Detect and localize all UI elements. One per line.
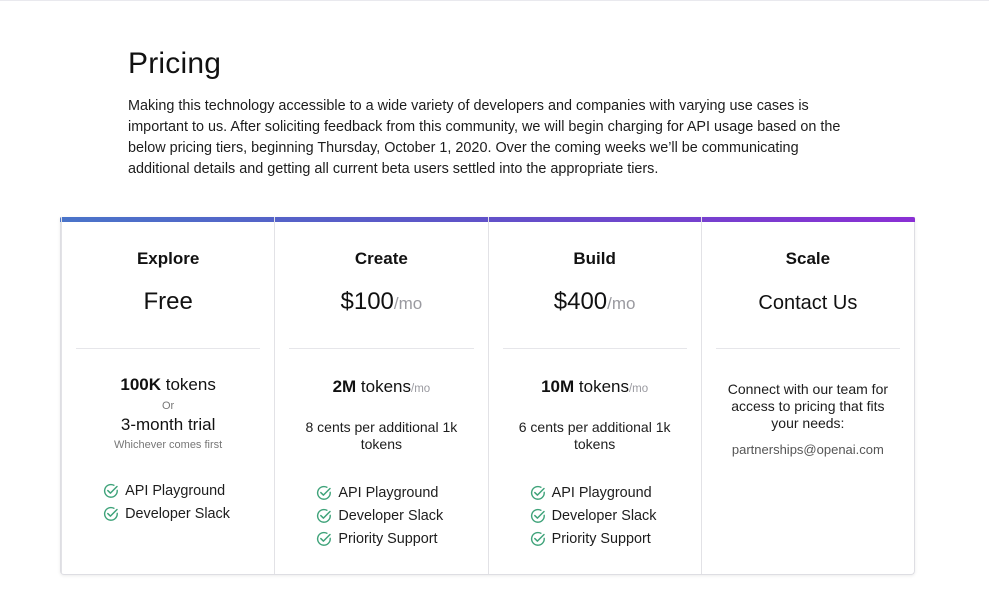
- tier-name: Build: [573, 249, 616, 268]
- scale-description: Connect with our team for access to pric…: [727, 381, 889, 431]
- tokens-word: tokens: [161, 375, 216, 394]
- price-unit: /mo: [607, 294, 636, 313]
- feature-item: Developer Slack: [489, 504, 701, 527]
- tier-price: $400/mo: [489, 288, 701, 316]
- feature-item: Priority Support: [489, 527, 701, 550]
- tokens-word: tokens: [574, 377, 629, 396]
- feature-list: API Playground Developer Slack Priority …: [275, 481, 487, 550]
- tokens-unit: /mo: [411, 383, 431, 395]
- tier-name: Explore: [136, 249, 200, 268]
- top-divider: [0, 0, 989, 1]
- tier-tokens: 100K tokens: [62, 375, 274, 395]
- feature-item: API Playground: [62, 479, 274, 502]
- feature-list: API Playground Developer Slack Priority …: [489, 481, 701, 550]
- price-amount: $400: [553, 288, 608, 315]
- extra-token-price: 8 cents per additional 1k tokens: [305, 419, 458, 452]
- check-circle-icon: [104, 483, 119, 498]
- check-circle-icon: [530, 531, 545, 546]
- feature-list: API Playground Developer Slack: [62, 479, 274, 525]
- tier-tokens: 10M tokens/mo: [489, 377, 701, 397]
- feature-label: API Playground: [125, 482, 226, 499]
- check-circle-icon: [317, 485, 332, 500]
- tokens-amount: 10M: [541, 377, 575, 396]
- feature-item: Developer Slack: [275, 504, 487, 527]
- intro-paragraph: Making this technology accessible to a w…: [128, 98, 841, 177]
- tokens-unit: /mo: [628, 383, 649, 395]
- check-circle-icon: [104, 506, 119, 521]
- or-text: Or: [162, 400, 175, 412]
- feature-label: API Playground: [551, 484, 652, 501]
- price-unit: /mo: [393, 294, 423, 313]
- tier-divider: [76, 348, 261, 349]
- tier-tokens: 2M tokens/mo: [275, 377, 487, 397]
- feature-label: Developer Slack: [125, 505, 230, 522]
- tokens-amount: 100K: [120, 375, 162, 394]
- tier-price: $100/mo: [275, 288, 487, 316]
- whichever-text: Whichever comes first: [114, 439, 223, 451]
- feature-label: Priority Support: [338, 530, 438, 547]
- price-amount: $100: [340, 288, 394, 315]
- feature-item: API Playground: [275, 481, 487, 504]
- check-circle-icon: [317, 531, 332, 546]
- feature-item: Priority Support: [275, 527, 487, 550]
- tier-divider: [715, 348, 900, 349]
- tier-divider: [289, 348, 474, 349]
- tier-divider: [502, 348, 687, 349]
- feature-label: Developer Slack: [551, 507, 657, 524]
- trial-text: 3-month trial: [120, 415, 216, 434]
- tier-explore: Explore Free 100K tokens Or 3-month tria…: [61, 217, 274, 574]
- feature-label: Developer Slack: [338, 507, 444, 524]
- check-circle-icon: [530, 485, 545, 500]
- tokens-word: tokens: [356, 377, 411, 396]
- feature-item: API Playground: [489, 481, 701, 504]
- feature-label: API Playground: [338, 484, 439, 501]
- pricing-table: Explore Free 100K tokens Or 3-month tria…: [60, 217, 915, 575]
- contact-email-link[interactable]: partnerships@openai.com: [731, 442, 884, 457]
- tokens-amount: 2M: [332, 377, 357, 396]
- check-circle-icon: [317, 508, 332, 523]
- tier-scale: Scale Contact Us Connect with our team f…: [700, 217, 914, 574]
- tier-name: Scale: [785, 249, 831, 268]
- page-title: Pricing: [128, 47, 222, 80]
- feature-item: Developer Slack: [62, 502, 274, 525]
- pricing-header: Pricing Making this technology accessibl…: [128, 46, 848, 180]
- tier-create: Create $100/mo 2M tokens/mo 8 cents per …: [274, 217, 487, 574]
- tier-price: Free: [143, 288, 193, 315]
- feature-label: Priority Support: [551, 530, 651, 547]
- tier-name: Create: [354, 249, 408, 268]
- tier-price: Contact Us: [758, 292, 858, 314]
- tier-build: Build $400/mo 10M tokens/mo 6 cents per …: [487, 217, 701, 574]
- check-circle-icon: [530, 508, 545, 523]
- extra-token-price: 6 cents per additional 1k tokens: [518, 419, 671, 452]
